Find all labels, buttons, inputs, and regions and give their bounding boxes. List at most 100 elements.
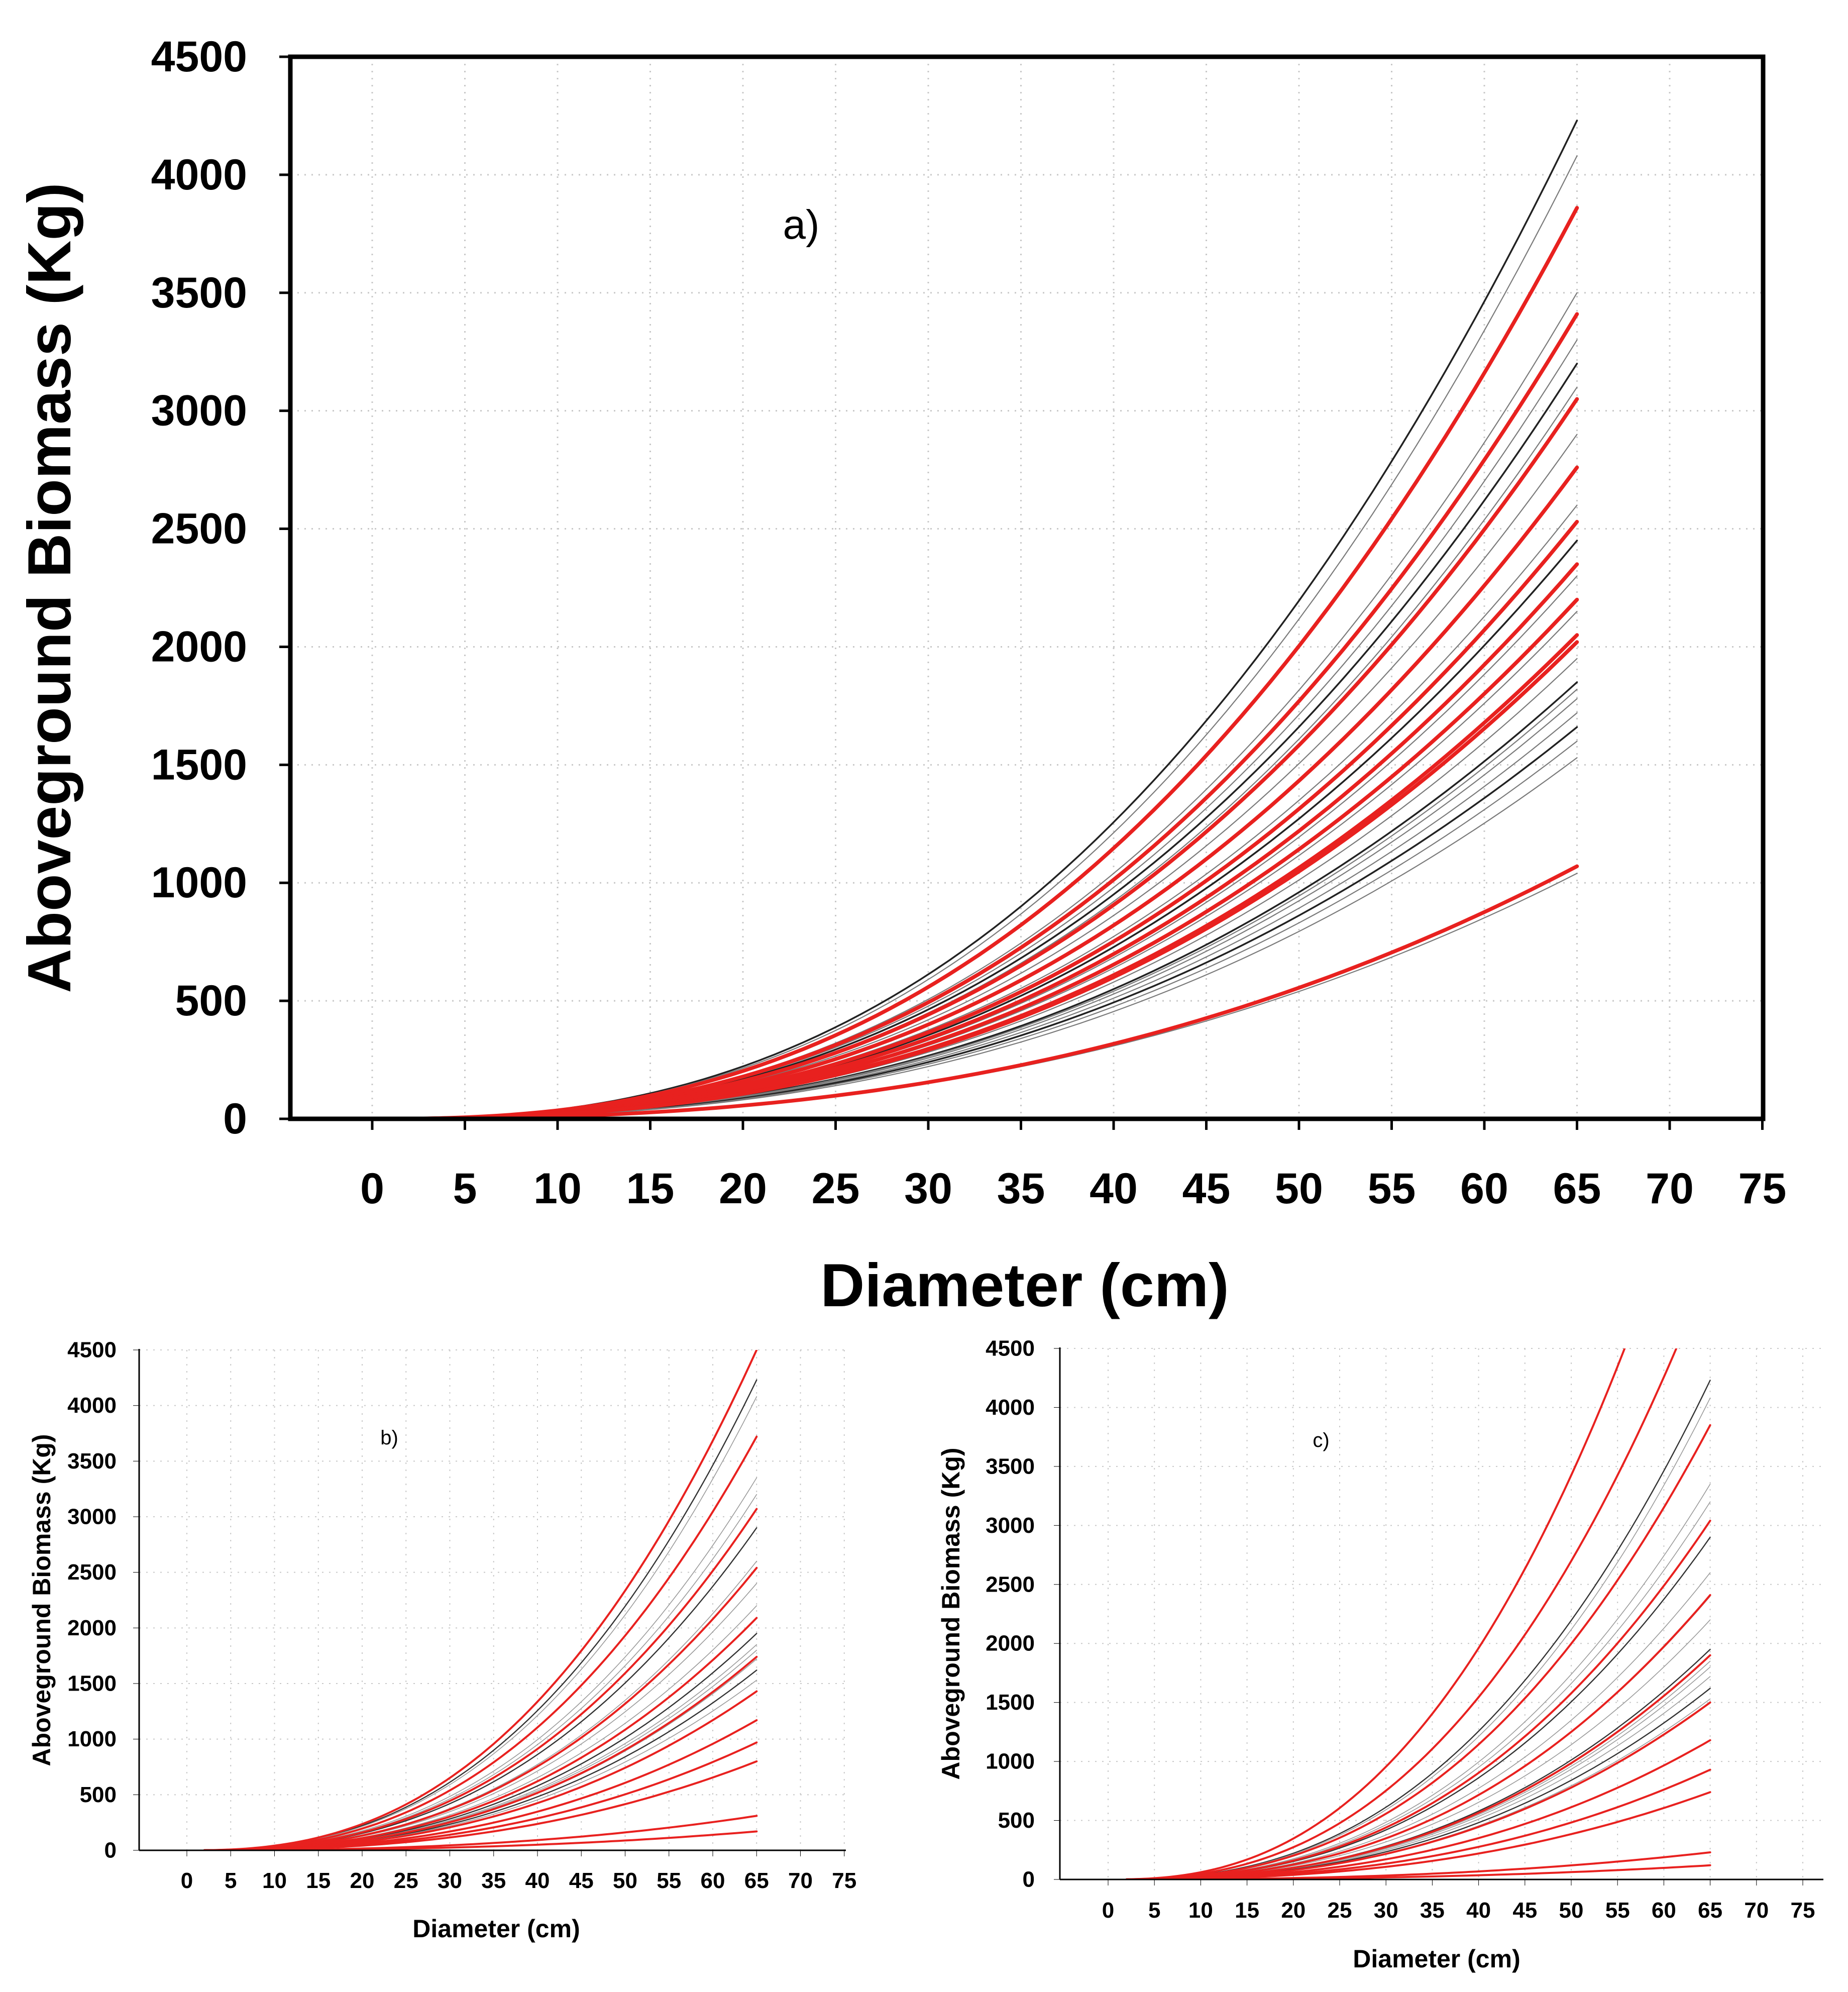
x-tick-label: 25	[1328, 1898, 1352, 1923]
x-tick-label: 65	[1553, 1165, 1601, 1213]
y-tick-label: 500	[80, 1783, 117, 1807]
panel-label: b)	[380, 1427, 398, 1449]
x-tick-label: 25	[812, 1165, 860, 1213]
chart-panel-a: 0 5 10 15 20 25 30 35 40 45 50 55 60 65 70 75 0 500 1000 15…	[15, 33, 1786, 1319]
x-tick-label: 0	[1102, 1898, 1114, 1923]
series-line-red-3	[1125, 1424, 1711, 1879]
x-tick-label: 35	[997, 1165, 1045, 1213]
x-tick-label: 25	[394, 1868, 418, 1893]
y-tick-label: 2500	[67, 1560, 117, 1585]
x-tick-label: 75	[1791, 1898, 1815, 1923]
x-tick-label: 0	[360, 1165, 384, 1213]
series-line-red-4	[1125, 1519, 1711, 1879]
y-tick-label: 1500	[151, 741, 247, 789]
x-tick-label: 70	[1646, 1165, 1694, 1213]
series-line-red-9	[407, 640, 1579, 1119]
y-tick-label: 1000	[67, 1727, 117, 1751]
y-tick-label: 3500	[67, 1449, 117, 1474]
y-tick-label: 2000	[151, 622, 247, 671]
x-tick-label: 40	[1090, 1165, 1138, 1213]
x-tick-label: 5	[453, 1165, 477, 1213]
y-tick-label: 2000	[67, 1616, 117, 1640]
x-tick-label: 65	[744, 1868, 769, 1893]
x-tick-label: 65	[1698, 1898, 1722, 1923]
y-tick-label: 0	[104, 1838, 117, 1863]
x-tick-label: 75	[832, 1868, 856, 1893]
y-tick-label: 0	[223, 1095, 247, 1143]
y-tick-label: 4500	[67, 1338, 117, 1362]
y-tick-label: 3000	[986, 1513, 1035, 1538]
x-tick-label: 10	[1188, 1898, 1213, 1923]
y-tick-label: 3500	[986, 1454, 1035, 1479]
y-axis-title: Aboveground Biomass (Kg)	[28, 1434, 56, 1766]
plot-area	[139, 1350, 846, 1850]
x-tick-label: 40	[1466, 1898, 1491, 1923]
x-tick-label: 10	[533, 1165, 582, 1213]
x-tick-label: 20	[350, 1868, 375, 1893]
y-tick-label: 0	[1023, 1867, 1035, 1892]
x-tick-label: 15	[1235, 1898, 1259, 1923]
y-tick-label: 3000	[151, 387, 247, 435]
y-tick-label: 4000	[986, 1395, 1035, 1420]
y-tick-label: 500	[175, 977, 248, 1025]
x-tick-label: 40	[525, 1868, 550, 1893]
series-line-red-10	[407, 864, 1579, 1119]
y-tick-label: 2500	[151, 505, 247, 553]
y-tick-label: 4500	[151, 33, 247, 81]
x-tick-label: 60	[1460, 1165, 1508, 1213]
panel-label: a)	[783, 202, 820, 248]
series-group	[407, 120, 1579, 1119]
y-tick-label: 2000	[986, 1631, 1035, 1656]
x-tick-label: 50	[613, 1868, 637, 1893]
x-axis-title: Diameter (cm)	[412, 1915, 580, 1943]
chart-panel-c: 0 5 10 15 20 25 30 35 40 45 50 55 60 65 70 75 0 500 1000 15…	[937, 1336, 1823, 1973]
x-tick-label: 20	[1281, 1898, 1306, 1923]
x-tick-label: 55	[657, 1868, 681, 1893]
y-tick-label: 4000	[67, 1393, 117, 1418]
series-line-red-1	[1125, 1348, 1626, 1879]
x-tick-label: 5	[1148, 1898, 1160, 1923]
x-tick-label: 50	[1275, 1165, 1323, 1213]
x-tick-label: 35	[1420, 1898, 1445, 1923]
x-tick-label: 60	[1652, 1898, 1676, 1923]
x-tick-label: 55	[1368, 1165, 1416, 1213]
y-axis-title: Aboveground Biomass (Kg)	[15, 182, 83, 993]
y-tick-label: 4000	[151, 151, 247, 199]
y-tick-label: 3500	[151, 269, 247, 317]
series-line-red-1	[203, 1350, 758, 1850]
panel-label: c)	[1313, 1429, 1329, 1451]
y-tick-label: 2500	[986, 1572, 1035, 1597]
x-tick-label: 15	[626, 1165, 675, 1213]
x-tick-label: 0	[181, 1868, 193, 1893]
y-tick-label: 1500	[986, 1690, 1035, 1715]
x-tick-label: 20	[719, 1165, 767, 1213]
plot-frame	[288, 54, 1766, 1121]
series-line-red-2	[1125, 1348, 1678, 1879]
x-tick-label: 45	[569, 1868, 594, 1893]
plot-area	[1060, 1348, 1823, 1879]
x-tick-label: 5	[225, 1868, 237, 1893]
y-tick-label: 500	[998, 1808, 1035, 1833]
x-tick-label: 50	[1559, 1898, 1584, 1923]
x-tick-label: 30	[1374, 1898, 1398, 1923]
x-tick-label: 10	[262, 1868, 287, 1893]
series-line-red-2	[203, 1435, 758, 1850]
series-group	[203, 1350, 758, 1850]
x-tick-label: 75	[1738, 1165, 1787, 1213]
x-tick-label: 30	[904, 1165, 952, 1213]
y-tick-label: 1000	[151, 859, 247, 907]
x-tick-label: 70	[1744, 1898, 1769, 1923]
x-tick-label: 15	[306, 1868, 331, 1893]
x-tick-label: 45	[1182, 1165, 1231, 1213]
chart-panel-b: 0 5 10 15 20 25 30 35 40 45 50 55 60 65 70 75 0 500 1000 15…	[28, 1338, 856, 1943]
x-axis-title: Diameter (cm)	[820, 1251, 1229, 1319]
x-axis-title: Diameter (cm)	[1353, 1945, 1520, 1973]
x-tick-label: 70	[788, 1868, 813, 1893]
series-group	[1125, 1348, 1711, 1879]
y-tick-label: 3000	[67, 1505, 117, 1529]
x-tick-label: 60	[701, 1868, 725, 1893]
x-tick-label: 30	[438, 1868, 462, 1893]
y-tick-label: 1000	[986, 1749, 1035, 1774]
x-tick-label: 35	[481, 1868, 506, 1893]
